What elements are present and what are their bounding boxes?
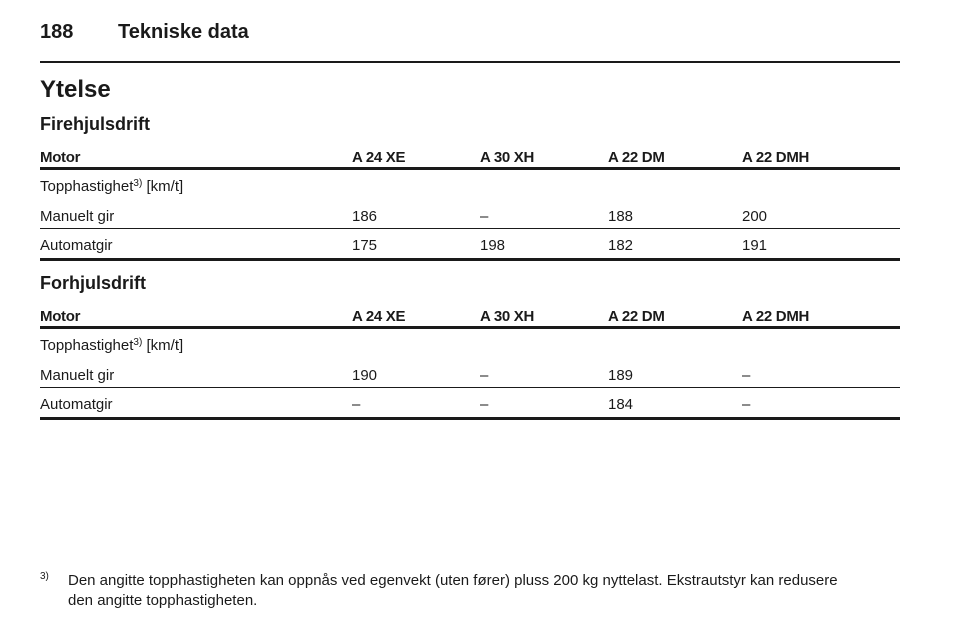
cell-value: 191 xyxy=(742,237,768,254)
column-header: A 30 XH xyxy=(480,308,535,325)
cell-value: 184 xyxy=(608,396,634,413)
column-header: Motor xyxy=(40,149,81,166)
column-header: A 22 DMH xyxy=(742,149,810,166)
speed-unit: [km/t] xyxy=(146,178,184,195)
speed-label-text: Topphastighet xyxy=(40,337,134,354)
column-header: A 22 DM xyxy=(608,308,665,325)
row-label: Automatgir xyxy=(40,396,113,413)
row-label: Manuelt gir xyxy=(40,367,115,384)
column-header: A 22 DM xyxy=(608,149,665,166)
thick-rule xyxy=(40,258,900,261)
column-header: A 22 DMH xyxy=(742,308,810,325)
footnote-line: den angitte topphastigheten. xyxy=(68,592,258,609)
cell-value: – xyxy=(480,208,489,225)
row-label: Manuelt gir xyxy=(40,208,115,225)
section-title: Ytelse xyxy=(40,76,111,103)
cell-value: – xyxy=(480,396,489,413)
footnote-ref: 3) xyxy=(133,178,143,189)
cell-value: – xyxy=(352,396,361,413)
footnote-line: Den angitte topphastigheten kan oppnås v… xyxy=(68,572,838,589)
thick-rule xyxy=(40,167,900,170)
column-header: A 24 XE xyxy=(352,149,406,166)
cell-value: – xyxy=(742,396,751,413)
column-header: Motor xyxy=(40,308,81,325)
thin-rule xyxy=(40,228,900,229)
cell-value: 175 xyxy=(352,237,378,254)
speed-unit: [km/t] xyxy=(146,337,184,354)
cell-value: 182 xyxy=(608,237,634,254)
thin-rule xyxy=(40,387,900,388)
thick-rule xyxy=(40,417,900,420)
cell-value: 188 xyxy=(608,208,634,225)
table-title: Forhjulsdrift xyxy=(40,273,146,293)
cell-value: 200 xyxy=(742,208,768,225)
column-header: A 24 XE xyxy=(352,308,406,325)
page-number: 188 xyxy=(40,21,74,43)
cell-value: 189 xyxy=(608,367,634,384)
cell-value: 190 xyxy=(352,367,378,384)
page-title: Tekniske data xyxy=(118,21,249,43)
row-label: Automatgir xyxy=(40,237,113,254)
cell-value: 198 xyxy=(480,237,506,254)
speed-label-text: Topphastighet xyxy=(40,178,134,195)
footnote-mark: 3) xyxy=(40,571,49,582)
speed-label: Topphastighet3) [km/t] xyxy=(40,337,184,354)
table-title: Firehjulsdrift xyxy=(40,114,151,134)
cell-value: 186 xyxy=(352,208,378,225)
header-rule xyxy=(40,61,900,63)
footnote-ref: 3) xyxy=(133,337,143,348)
cell-value: – xyxy=(480,367,489,384)
column-header: A 30 XH xyxy=(480,149,535,166)
thick-rule xyxy=(40,326,900,329)
cell-value: – xyxy=(742,367,751,384)
speed-label: Topphastighet3) [km/t] xyxy=(40,178,184,195)
